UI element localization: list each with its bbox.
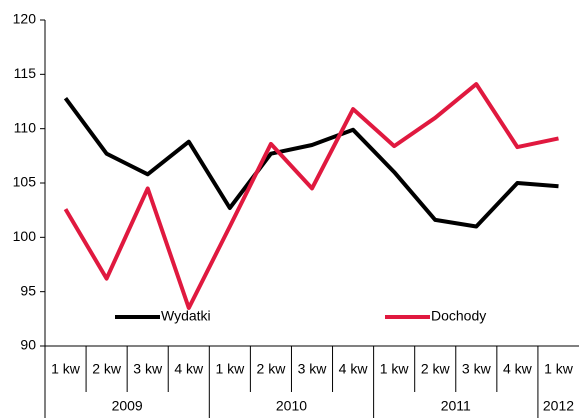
x-group-label: 2011 <box>441 398 471 414</box>
y-tick-label: 110 <box>14 119 37 135</box>
x-tick-label: 4 kw <box>503 361 533 377</box>
x-tick-label: 1 kw <box>51 361 81 377</box>
x-tick-label: 2 kw <box>92 361 122 377</box>
y-tick-label: 115 <box>14 65 37 81</box>
x-tick-label: 4 kw <box>174 361 204 377</box>
x-group-label: 2012 <box>543 398 574 414</box>
x-group-label: 2009 <box>112 398 143 414</box>
x-group-label: 2010 <box>276 398 307 414</box>
series-line <box>63 97 559 229</box>
series-line <box>63 82 559 310</box>
legend-label: Wydatki <box>161 308 211 324</box>
y-tick-label: 120 <box>13 11 37 27</box>
x-tick-label: 1 kw <box>544 361 574 377</box>
y-tick-label: 90 <box>20 337 36 353</box>
x-tick-label: 3 kw <box>133 361 163 377</box>
y-tick-label: 105 <box>13 174 37 190</box>
x-tick-label: 3 kw <box>298 361 328 377</box>
x-tick-label: 4 kw <box>339 361 369 377</box>
x-tick-label: 1 kw <box>215 361 245 377</box>
x-tick-label: 2 kw <box>257 361 287 377</box>
y-tick-label: 95 <box>20 282 36 298</box>
y-tick-label: 100 <box>13 228 37 244</box>
x-tick-label: 2 kw <box>421 361 451 377</box>
x-tick-label: 3 kw <box>462 361 492 377</box>
x-tick-label: 1 kw <box>380 361 410 377</box>
legend-label: Dochody <box>431 308 486 324</box>
